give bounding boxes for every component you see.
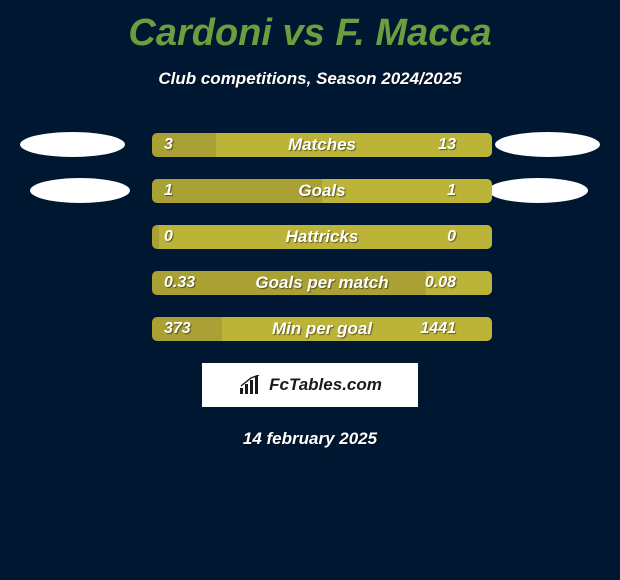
stat-row-goals: 1 Goals 1 xyxy=(12,179,608,203)
player-avatar-left-icon xyxy=(30,178,130,203)
value-right: 1 xyxy=(447,179,456,203)
stat-row-gpm: 0.33 Goals per match 0.08 xyxy=(12,271,608,295)
stat-row-mpg: 373 Min per goal 1441 xyxy=(12,317,608,341)
container: Cardoni vs F. Macca Club competitions, S… xyxy=(0,0,620,580)
value-right: 0 xyxy=(447,225,456,249)
logo-text: FcTables.com xyxy=(269,375,382,395)
player-avatar-right-icon xyxy=(495,132,600,157)
player-avatar-right-icon xyxy=(488,178,588,203)
stat-row-matches: 3 Matches 13 xyxy=(12,133,608,157)
logo-box: FcTables.com xyxy=(202,363,418,407)
chart-area: 3 Matches 13 1 Goals 1 0 Hattricks 0 xyxy=(0,133,620,341)
stat-label: Goals xyxy=(152,179,492,203)
player-avatar-left-icon xyxy=(20,132,125,157)
date-text: 14 february 2025 xyxy=(0,429,620,449)
stat-row-hattricks: 0 Hattricks 0 xyxy=(12,225,608,249)
chart-icon xyxy=(238,375,264,395)
value-right: 13 xyxy=(438,133,456,157)
page-title: Cardoni vs F. Macca xyxy=(0,0,620,55)
subtitle: Club competitions, Season 2024/2025 xyxy=(0,69,620,89)
stat-label: Hattricks xyxy=(152,225,492,249)
value-right: 1441 xyxy=(420,317,456,341)
value-right: 0.08 xyxy=(425,271,456,295)
